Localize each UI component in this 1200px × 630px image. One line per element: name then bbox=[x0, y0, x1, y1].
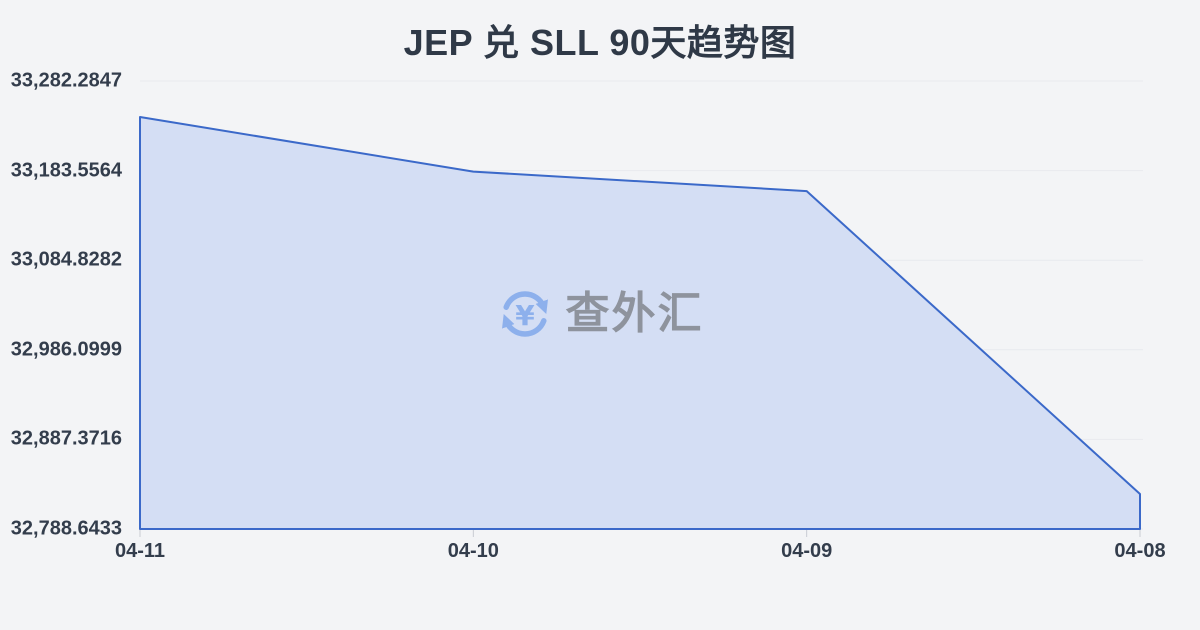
x-axis-tick-label: 04-08 bbox=[1114, 540, 1166, 562]
x-axis-ticks bbox=[139, 530, 1141, 537]
y-axis-tick-label: 32,986.0999 bbox=[10, 338, 122, 361]
y-axis-tick-label: 33,282.2847 bbox=[10, 69, 122, 92]
x-axis-tick-label: 04-10 bbox=[447, 540, 499, 562]
y-axis-tick-label: 32,788.6433 bbox=[10, 517, 122, 540]
x-axis-tick-label: 04-09 bbox=[781, 540, 833, 562]
area-series-path bbox=[139, 116, 1141, 530]
x-axis-tick-label: 04-11 bbox=[114, 540, 166, 562]
y-axis-tick-label: 33,084.8282 bbox=[10, 248, 122, 271]
y-axis-tick-label: 32,887.3716 bbox=[10, 427, 122, 450]
y-axis-tick-label: 33,183.5564 bbox=[10, 159, 122, 182]
chart-title: JEP 兑 SLL 90天趋势图 bbox=[403, 22, 797, 63]
